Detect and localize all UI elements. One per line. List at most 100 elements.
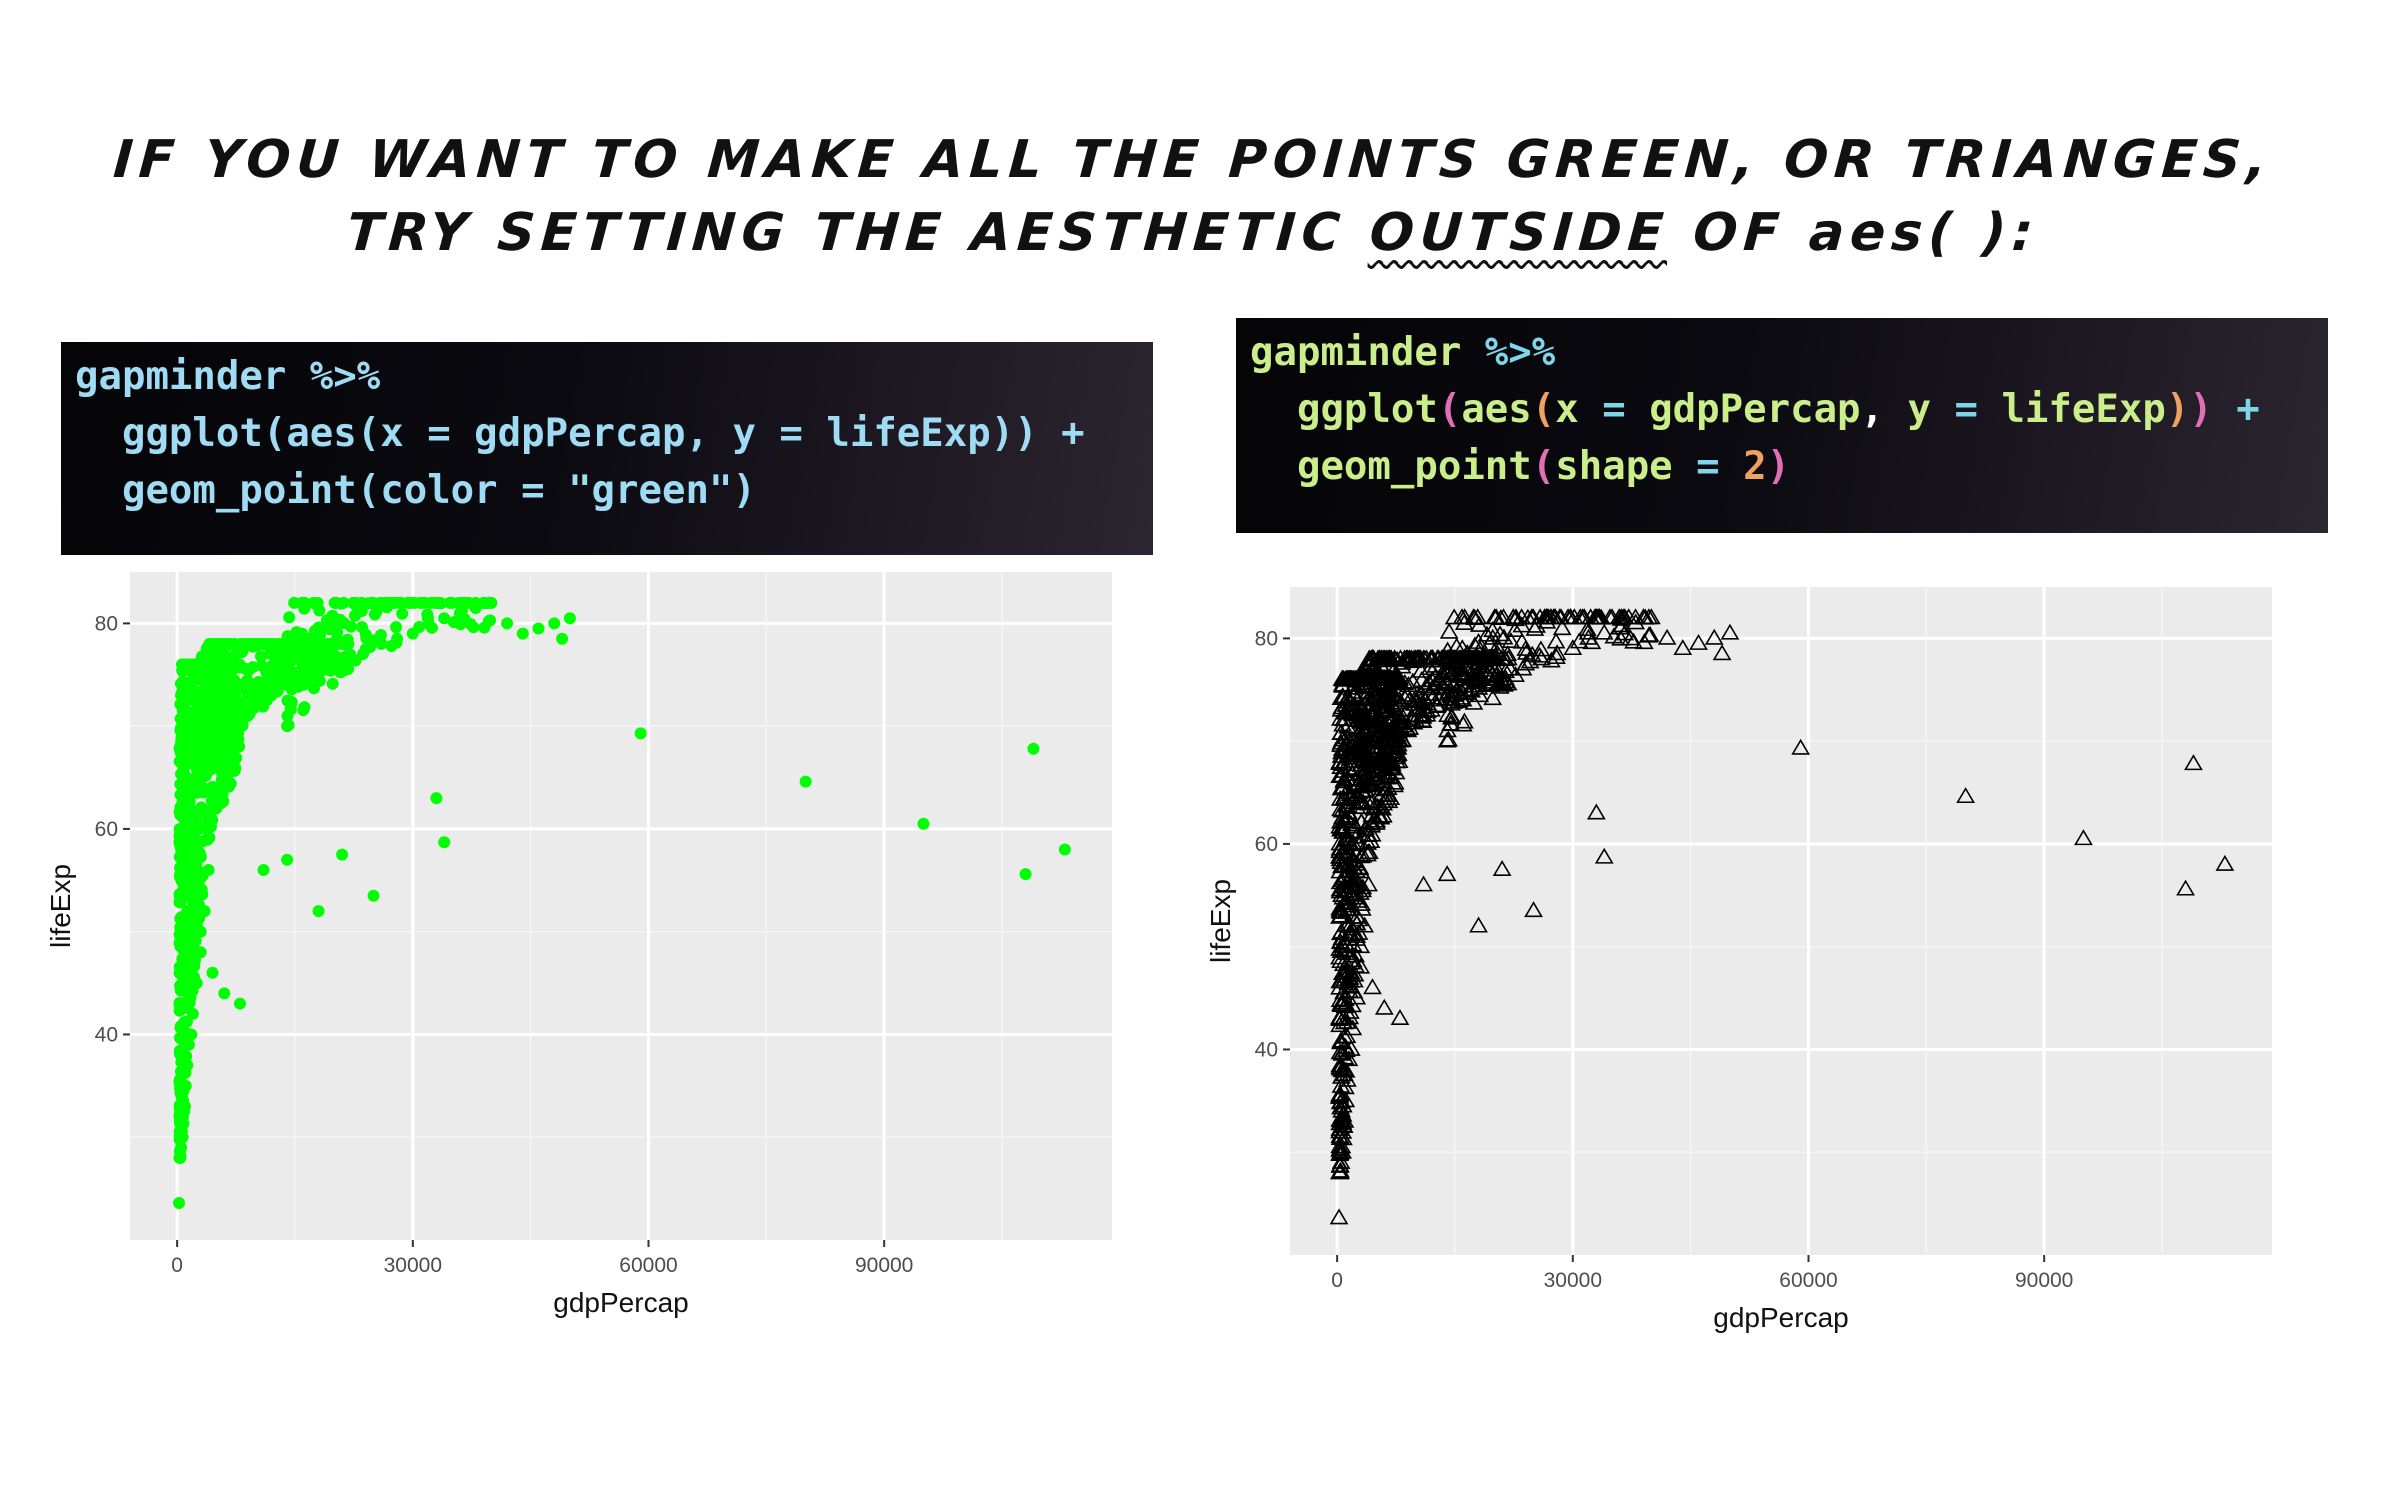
data-point: [296, 627, 309, 640]
x-tick-label: 60000: [1779, 1269, 1837, 1292]
data-point: [404, 596, 417, 609]
data-point: [1437, 865, 1457, 882]
code-token: ggplot: [1250, 387, 1438, 432]
data-point: [1464, 608, 1483, 625]
data-point: [1492, 860, 1512, 877]
data-point: [447, 616, 460, 629]
code-token: x: [1555, 387, 1579, 432]
y-tick-label: 60: [95, 818, 118, 841]
data-point: [1412, 706, 1431, 723]
data-point: [1634, 608, 1653, 625]
code-token: gapminder: [1250, 330, 1462, 375]
data-point: [421, 608, 434, 621]
data-point: [307, 682, 320, 695]
data-point: [1516, 643, 1536, 660]
data-point: [1370, 726, 1390, 743]
data-point: [1351, 746, 1371, 763]
code-panel-color-green: gapminder %>% ggplot(aes(x = gdpPercap, …: [61, 342, 1153, 555]
data-point: [298, 701, 311, 714]
data-point: [309, 646, 322, 659]
data-point: [1385, 649, 1405, 666]
data-point: [1483, 621, 1502, 638]
data-point: [1496, 669, 1515, 686]
code-token: aes: [1461, 387, 1532, 432]
data-point: [336, 848, 349, 861]
data-point: [1536, 608, 1556, 625]
data-point: [226, 724, 239, 737]
code-token: geom_point: [1250, 444, 1532, 489]
data-point: [374, 629, 387, 642]
data-point: [218, 987, 231, 1000]
headline-line-2: TRY SETTING THE AESTHETIC OUTSIDE OF aes…: [0, 203, 2386, 263]
data-point: [1586, 803, 1606, 820]
headline-line-2-pre: TRY SETTING THE AESTHETIC: [345, 203, 1372, 263]
data-point: [1587, 608, 1607, 625]
code-token: ): [2165, 387, 2190, 432]
data-point: [252, 637, 265, 650]
data-point: [1370, 655, 1390, 672]
code-token: ,: [1860, 387, 1908, 432]
data-point: [1330, 1156, 1350, 1173]
data-point: [367, 889, 380, 902]
data-point: [1351, 777, 1371, 794]
data-point: [1621, 629, 1640, 646]
data-point: [1469, 916, 1488, 933]
data-point: [1402, 709, 1422, 726]
y-axis-title: lifeExp: [45, 864, 76, 948]
data-point: [1334, 789, 1354, 806]
data-point: [266, 637, 279, 650]
data-point: [467, 621, 480, 634]
data-point: [1337, 809, 1357, 826]
data-point: [349, 654, 362, 667]
data-point: [1337, 769, 1357, 786]
data-point: [206, 966, 219, 979]
data-point: [177, 1085, 190, 1098]
data-point: [204, 714, 217, 727]
data-point: [174, 891, 187, 904]
data-point: [334, 613, 347, 626]
data-point: [213, 715, 226, 728]
data-point: [516, 627, 529, 640]
data-point: [1383, 672, 1403, 689]
data-point: [1415, 690, 1434, 707]
x-tick-label: 90000: [2015, 1269, 2073, 1292]
headline-emphasis-outside: OUTSIDE: [1367, 203, 1672, 263]
data-point: [1522, 645, 1542, 662]
data-point: [1377, 789, 1397, 806]
data-point: [413, 621, 426, 634]
data-point: [1335, 940, 1355, 957]
data-point: [1330, 1144, 1350, 1161]
data-point: [1422, 671, 1442, 688]
data-point: [1358, 752, 1378, 769]
data-point: [1420, 684, 1440, 701]
data-point: [1334, 770, 1354, 787]
data-point: [1389, 671, 1409, 688]
data-point: [182, 843, 195, 856]
x-axis-title: gdpPercap: [1713, 1302, 1848, 1333]
data-point: [341, 633, 354, 646]
data-point: [281, 663, 294, 676]
data-point: [234, 706, 247, 719]
data-point: [1399, 691, 1419, 708]
data-point: [1486, 608, 1506, 625]
data-point: [184, 658, 197, 671]
y-tick-label: 80: [95, 612, 118, 635]
data-point: [477, 596, 490, 609]
data-point: [1332, 1044, 1352, 1061]
data-point: [330, 596, 343, 609]
data-point: [1469, 615, 1489, 632]
data-point: [1462, 681, 1482, 698]
data-point: [1444, 608, 1464, 625]
data-point: [356, 621, 369, 634]
data-point: [1454, 614, 1474, 631]
data-point: [1370, 797, 1390, 814]
data-point: [1485, 649, 1505, 666]
data-point: [443, 596, 456, 609]
data-point: [184, 960, 197, 973]
data-point: [1612, 616, 1632, 633]
data-point: [1420, 659, 1440, 676]
code-token: geom_point(color = "green"): [75, 468, 756, 513]
data-point: [214, 643, 227, 656]
data-point: [274, 673, 287, 686]
data-point: [1465, 657, 1485, 674]
